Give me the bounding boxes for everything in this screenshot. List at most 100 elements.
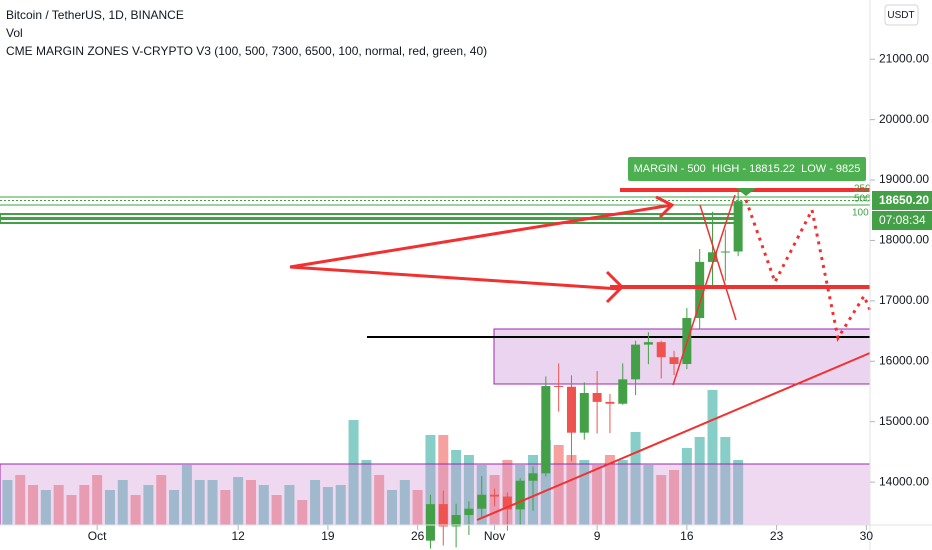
candle-body xyxy=(669,357,679,364)
chart-title: Bitcoin / TetherUS, 1D, BINANCE xyxy=(6,8,184,22)
y-tick-label: 21000.00 xyxy=(879,51,929,65)
volume-bar xyxy=(707,390,718,525)
volume-bar xyxy=(2,480,13,525)
candle-body xyxy=(425,504,435,541)
volume-bar xyxy=(656,475,667,525)
x-tick-label: 19 xyxy=(321,529,335,543)
indicator-title: CME MARGIN ZONES V-CRYPTO V3 (100, 500, … xyxy=(6,44,487,58)
candle-body xyxy=(438,504,448,527)
y-tick-label: 19000.00 xyxy=(879,172,929,186)
zone-label: 100 xyxy=(852,208,869,219)
x-tick-label: 23 xyxy=(770,529,784,543)
candle-body xyxy=(605,401,615,404)
candle-body xyxy=(618,379,628,404)
x-tick-label: 26 xyxy=(411,529,425,543)
trend-line xyxy=(476,352,871,521)
x-tick-label: 12 xyxy=(231,529,245,543)
last-price-box xyxy=(872,191,932,210)
volume-bar xyxy=(194,480,205,525)
candle-body xyxy=(554,386,564,388)
red-drawings xyxy=(289,188,872,521)
x-tick-label: Oct xyxy=(88,529,107,543)
arrow-head xyxy=(605,270,625,304)
volume-bar xyxy=(566,455,577,525)
cross-line xyxy=(672,194,736,386)
volume-bar xyxy=(207,480,218,525)
volume-bar xyxy=(181,465,192,525)
candle-body xyxy=(477,494,487,509)
candle-body xyxy=(631,344,641,380)
x-tick-label: 16 xyxy=(680,529,694,543)
annotation-box xyxy=(628,157,866,181)
volume-bar xyxy=(579,460,590,525)
volume-bar xyxy=(399,480,410,525)
candle-body xyxy=(656,342,666,358)
candle-body xyxy=(451,515,461,527)
candle-body xyxy=(720,251,730,253)
volume-bar xyxy=(540,440,551,525)
volume-bar xyxy=(284,485,295,525)
volume-bar xyxy=(53,485,64,525)
volume-bar xyxy=(643,465,654,525)
cross-line xyxy=(699,204,737,321)
volume-bar xyxy=(92,475,103,525)
y-tick-label: 14000.00 xyxy=(879,474,929,488)
volume-bar xyxy=(451,450,462,525)
x-tick-label: Nov xyxy=(484,529,505,543)
volume-bar xyxy=(617,460,628,525)
volume-bar xyxy=(720,437,731,525)
y-tick-label: 18000.00 xyxy=(879,233,929,247)
volume-bar xyxy=(681,448,692,525)
volume-bar xyxy=(258,485,269,525)
volume-bar xyxy=(15,475,26,525)
marker xyxy=(736,188,756,196)
currency[interactable]: USDT xyxy=(887,10,914,21)
candle-body xyxy=(528,473,538,481)
volume-bar xyxy=(156,475,167,525)
volume-bar xyxy=(335,485,346,525)
countdown-box xyxy=(872,211,932,230)
volume-bar xyxy=(348,420,359,525)
candle-body xyxy=(515,480,525,510)
volume-bar xyxy=(438,435,449,525)
candle-body xyxy=(643,342,653,345)
volume-bar xyxy=(604,455,615,525)
volume-bar xyxy=(425,435,436,525)
volume-bar xyxy=(245,480,256,525)
candle-body xyxy=(695,261,705,319)
volume-zone xyxy=(0,463,871,526)
candle-body xyxy=(708,252,717,262)
last-price: 18650.20 xyxy=(879,193,929,207)
red-arrow xyxy=(289,203,673,269)
red-arrow xyxy=(289,265,621,291)
candle-body xyxy=(592,392,602,402)
currency-button[interactable] xyxy=(884,4,919,26)
volume-bar xyxy=(630,432,641,525)
annotation: MARGIN - 500 HIGH - 18815.22 LOW - 9825 xyxy=(634,163,861,175)
volume-bar xyxy=(412,490,423,525)
arrow-head xyxy=(655,195,675,219)
volume-bar xyxy=(669,470,680,525)
volume-bar xyxy=(463,455,474,525)
zone-label: 250 xyxy=(854,184,871,195)
volume-bar xyxy=(130,495,141,525)
candle-body xyxy=(579,392,589,433)
volume-bar xyxy=(66,495,77,525)
candle-body xyxy=(490,494,500,497)
volume-bar xyxy=(104,490,115,525)
x-tick-label: 9 xyxy=(594,529,601,543)
volume-bar xyxy=(220,490,231,525)
candle-body xyxy=(502,496,512,510)
volume-bar xyxy=(28,485,39,525)
volume-bar xyxy=(310,480,321,525)
projection xyxy=(744,199,872,343)
volume-bar xyxy=(169,490,180,525)
volume-bar xyxy=(733,460,744,525)
candle-body xyxy=(464,508,474,516)
volume-bar xyxy=(143,485,154,525)
volume-bar xyxy=(361,460,372,525)
volume-title: Vol xyxy=(6,26,23,40)
y-tick-label: 20000.00 xyxy=(879,112,929,126)
y-tick-label: 15000.00 xyxy=(879,414,929,428)
